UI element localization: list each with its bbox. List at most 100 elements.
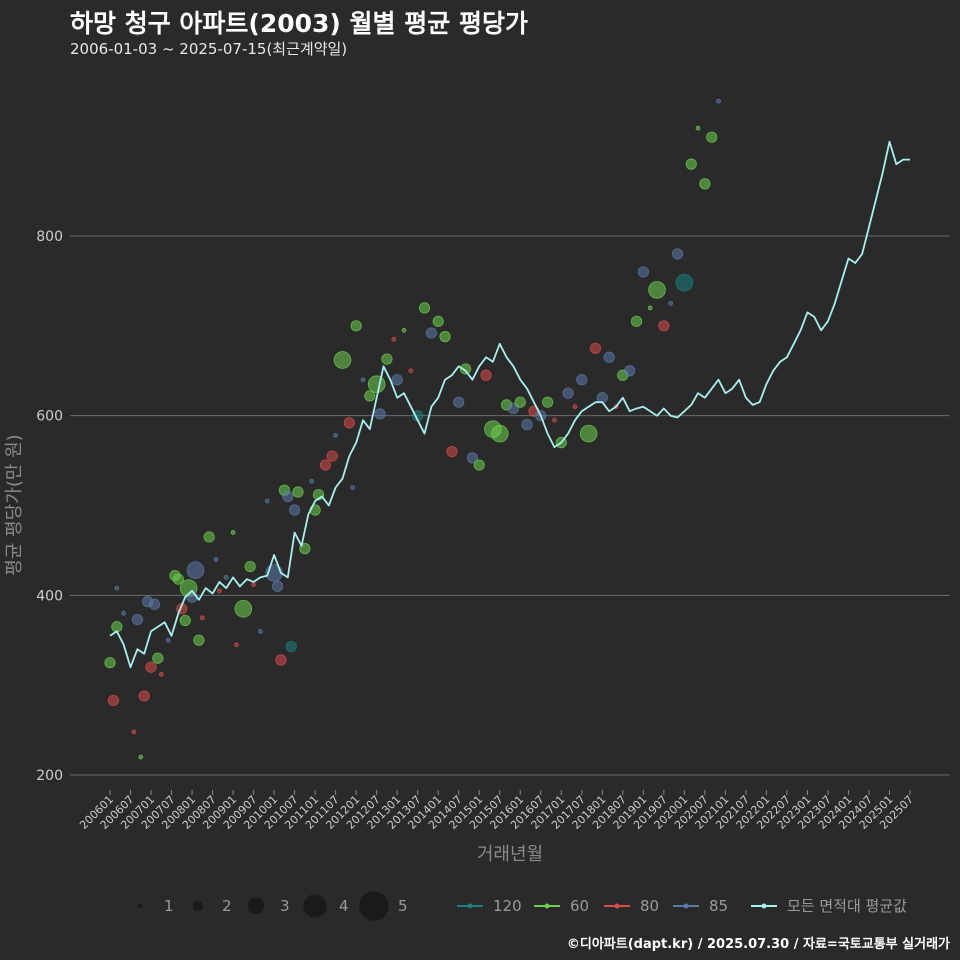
- data-point-60: [685, 158, 697, 170]
- data-point-80: [217, 588, 222, 594]
- size-legend-dot-5: [359, 891, 389, 921]
- grid-lines: [70, 235, 950, 776]
- data-point-80: [138, 690, 150, 702]
- data-point-60: [230, 530, 236, 535]
- data-point-85: [121, 610, 127, 616]
- y-tick-label: 600: [36, 409, 63, 425]
- data-point-85: [213, 557, 219, 562]
- average-series-line: [109, 140, 910, 669]
- data-point-60: [699, 178, 711, 190]
- data-point-60: [473, 459, 485, 471]
- data-point-85: [521, 419, 533, 431]
- data-point-60: [706, 131, 718, 143]
- legend-swatch-dot-120: [467, 903, 473, 909]
- data-point-85: [374, 408, 386, 420]
- data-point-80: [589, 342, 602, 354]
- source-caption: ©디아파트(dapt.kr) / 2025.07.30 / 자료=국토교통부 실…: [566, 937, 950, 952]
- series-legend: 120 60 80 85 모든 면적대 평균값: [457, 897, 907, 915]
- data-point-60: [459, 363, 472, 375]
- data-point-85: [271, 580, 284, 592]
- data-point-85: [114, 585, 120, 591]
- y-tick-label: 800: [36, 229, 63, 245]
- data-point-85: [333, 433, 339, 438]
- legend-label-80: 80: [640, 897, 659, 915]
- data-point-85: [507, 402, 520, 415]
- data-point-80: [131, 729, 137, 735]
- data-point-60: [234, 600, 253, 618]
- data-point-80: [480, 369, 492, 381]
- data-point-60: [579, 424, 598, 443]
- data-point-120: [675, 273, 694, 292]
- data-point-80: [319, 459, 331, 471]
- size-legend: 1 2 3 4 5: [138, 891, 408, 921]
- y-axis-ticks: 200 400 600 800: [36, 229, 63, 784]
- data-point-85: [637, 266, 649, 278]
- data-point-60: [364, 390, 376, 402]
- data-point-85: [671, 248, 684, 260]
- size-legend-label: 5: [398, 897, 408, 915]
- data-point-80: [107, 694, 120, 707]
- x-axis-ticks: 2006012006072007012007072008012008072009…: [77, 790, 916, 832]
- data-point-60: [292, 486, 304, 498]
- data-point-60: [648, 281, 666, 299]
- y-axis-title: 평균 평당가(만 원): [4, 434, 25, 575]
- y-tick-label: 400: [36, 588, 63, 604]
- data-point-60: [647, 305, 653, 311]
- data-point-85: [391, 374, 403, 386]
- data-point-60: [203, 531, 215, 543]
- size-legend-label: 2: [222, 897, 232, 915]
- data-point-85: [289, 504, 301, 516]
- data-point-85: [148, 598, 161, 610]
- data-point-60: [350, 320, 362, 332]
- average-line-layer: [109, 140, 910, 669]
- size-legend-dot-2: [192, 900, 204, 912]
- legend-swatch-dot-85: [683, 903, 689, 909]
- data-point-80: [552, 417, 557, 423]
- data-point-85: [624, 365, 636, 377]
- data-point-60: [630, 315, 643, 327]
- y-tick-label: 200: [36, 768, 63, 784]
- data-point-60: [333, 351, 352, 369]
- data-point-60: [367, 375, 386, 394]
- data-point-85: [223, 574, 229, 580]
- legend-label-60: 60: [570, 897, 589, 915]
- data-point-85: [131, 613, 143, 626]
- data-point-60: [179, 614, 191, 627]
- data-point-80: [446, 445, 458, 458]
- size-legend-label: 4: [339, 897, 349, 915]
- legend-swatch-dot-80: [614, 903, 620, 909]
- data-point-60: [432, 315, 444, 327]
- data-point-60: [172, 573, 184, 585]
- data-point-60: [542, 396, 554, 408]
- data-point-85: [360, 377, 366, 383]
- data-point-80: [251, 582, 256, 587]
- data-point-80: [158, 671, 164, 677]
- data-point-120: [285, 640, 297, 653]
- data-point-80: [408, 368, 414, 374]
- data-point-60: [138, 754, 144, 760]
- data-point-80: [234, 642, 239, 648]
- data-point-85: [309, 478, 315, 484]
- data-point-80: [391, 336, 397, 342]
- data-point-80: [658, 320, 670, 332]
- data-point-85: [425, 327, 437, 339]
- data-point-85: [165, 637, 171, 643]
- size-legend-label: 1: [164, 897, 174, 915]
- data-point-60: [193, 634, 205, 646]
- data-point-85: [576, 374, 588, 386]
- data-point-80: [326, 450, 338, 462]
- size-legend-dot-3: [247, 897, 265, 915]
- data-point-85: [350, 485, 356, 490]
- data-point-60: [490, 424, 509, 443]
- data-point-85: [603, 351, 615, 363]
- chart-subtitle: 2006-01-03 ~ 2025-07-15(최근계약일): [70, 40, 348, 58]
- legend-swatch-dot-60: [544, 903, 550, 909]
- chart-title: 하망 청구 아파트(2003) 월별 평균 평당가: [70, 9, 528, 38]
- legend-label-120: 120: [493, 897, 522, 915]
- data-point-80: [199, 615, 205, 621]
- data-point-60: [418, 302, 431, 314]
- size-legend-dot-1: [138, 904, 142, 908]
- data-point-60: [439, 331, 451, 343]
- legend-label-85: 85: [709, 897, 728, 915]
